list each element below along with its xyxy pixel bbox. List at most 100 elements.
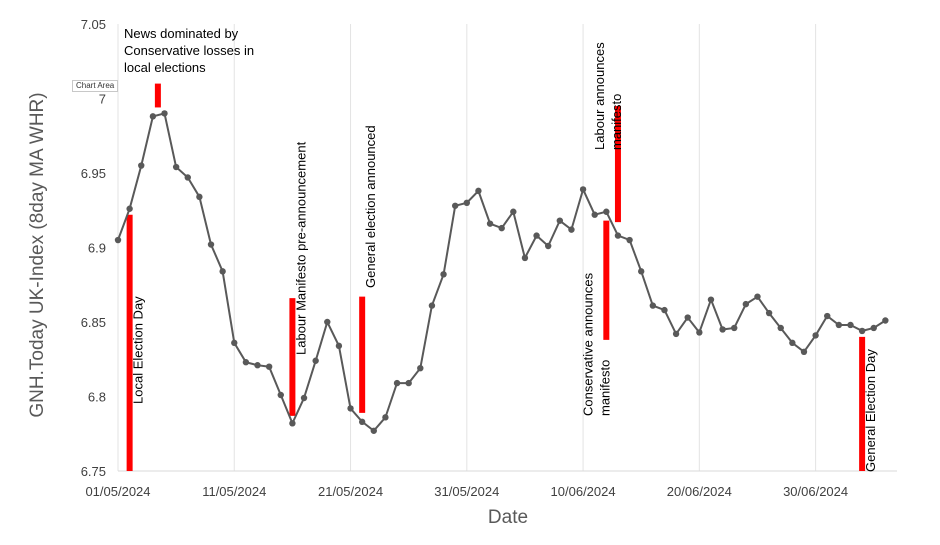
data-point: [544, 242, 552, 250]
data-point: [591, 211, 598, 218]
gridlines: [117, 24, 817, 471]
data-point: [440, 271, 447, 278]
data-point: [382, 414, 389, 421]
data-point: [661, 306, 668, 314]
data-point: [707, 296, 715, 303]
data-point: [510, 208, 517, 215]
data-point: [312, 357, 319, 364]
event-annotation: Labour Manifesto pre-announcement: [293, 141, 308, 355]
data-point: [324, 318, 331, 326]
data-point: [219, 268, 226, 275]
x-tick-label: 11/05/2024: [202, 484, 266, 499]
data-point: [184, 174, 191, 181]
series-polyline: [117, 112, 886, 433]
data-point: [149, 113, 157, 120]
data-point: [196, 193, 203, 201]
data-point: [335, 342, 343, 350]
data-point: [277, 391, 284, 399]
y-axis-title: GNH.Today UK-Index (8day MA WHR): [27, 92, 48, 417]
event-annotation: Labour announces manifesto: [592, 42, 624, 150]
x-tick-label: 01/05/2024: [85, 484, 150, 499]
data-point: [626, 236, 633, 244]
data-point: [696, 329, 703, 336]
data-point: [463, 199, 471, 206]
data-point: [358, 418, 366, 426]
data-point: [638, 268, 645, 275]
data-point: [114, 236, 122, 244]
data-point: [812, 332, 819, 339]
data-point: [556, 217, 564, 224]
y-tick-label: 7: [99, 92, 106, 107]
y-tick-label: 6.75: [81, 464, 106, 479]
event-annotation: Local Election Day: [131, 296, 146, 404]
data-point: [649, 302, 657, 309]
data-point: [800, 348, 808, 355]
data-point: [126, 205, 133, 212]
data-point: [207, 241, 215, 248]
event-annotation: General Election Day: [863, 349, 878, 472]
x-tick-label: 20/06/2024: [667, 484, 732, 499]
data-point: [603, 208, 610, 215]
series-points: [114, 110, 889, 434]
data-point: [533, 232, 540, 239]
x-tick-label: 30/06/2024: [783, 484, 848, 499]
data-point: [731, 324, 738, 332]
event-annotation: Conservative announces manifesto: [580, 272, 612, 416]
data-point: [417, 364, 424, 372]
data-point: [254, 362, 261, 369]
data-point: [719, 326, 726, 333]
data-point: [742, 300, 750, 308]
data-point: [568, 226, 575, 233]
data-point: [289, 420, 296, 427]
data-point: [765, 309, 773, 317]
data-point: [672, 330, 680, 338]
data-point: [405, 379, 412, 387]
data-point: [242, 359, 250, 366]
data-point: [347, 405, 354, 412]
data-point: [789, 339, 796, 347]
data-point: [824, 312, 831, 320]
data-point: [300, 394, 308, 402]
x-tick-label: 31/05/2024: [434, 484, 499, 499]
series-line: [117, 112, 886, 433]
data-point: [393, 379, 401, 387]
x-tick-label: 21/05/2024: [318, 484, 383, 499]
event-annotation: News dominated by Conservative losses in l…: [124, 26, 254, 75]
data-point: [870, 324, 877, 332]
data-point: [882, 317, 889, 324]
data-point: [498, 224, 505, 232]
data-point: [451, 202, 459, 209]
data-point: [579, 186, 587, 193]
data-point: [486, 220, 494, 227]
data-point: [475, 187, 482, 195]
data-point: [370, 427, 377, 434]
data-point: [614, 232, 622, 239]
y-tick-label: 6.85: [81, 315, 106, 330]
data-point: [161, 110, 168, 117]
data-point: [428, 302, 436, 309]
data-point: [684, 314, 691, 321]
data-point: [754, 293, 761, 300]
x-axis-title: Date: [488, 507, 528, 528]
data-point: [231, 339, 238, 347]
data-point: [835, 321, 843, 329]
y-tick-label: 6.9: [88, 241, 106, 256]
x-axis-ticks: 01/05/2024 11/05/2024 21/05/2024 31/05/2024…: [85, 484, 848, 499]
y-tick-label: 6.8: [88, 390, 106, 405]
x-tick-label: 10/06/2024: [551, 484, 616, 499]
chart-area-tooltip: Chart Area: [72, 80, 119, 92]
event-annotations: Local Election Day News dominated by Conse…: [124, 26, 878, 472]
y-tick-label: 7.05: [81, 17, 106, 32]
data-point: [777, 324, 784, 332]
y-axis-ticks: 6.75 6.8 6.85 6.9 6.95 7 7.05: [81, 17, 106, 479]
data-point: [847, 321, 854, 329]
data-point: [858, 327, 866, 335]
data-point: [138, 162, 145, 169]
event-markers: [126, 83, 866, 471]
y-tick-label: 6.95: [81, 166, 106, 181]
data-point: [521, 254, 529, 262]
data-point: [265, 363, 273, 370]
data-point: [172, 163, 180, 171]
event-annotation: General election announced: [363, 125, 378, 288]
